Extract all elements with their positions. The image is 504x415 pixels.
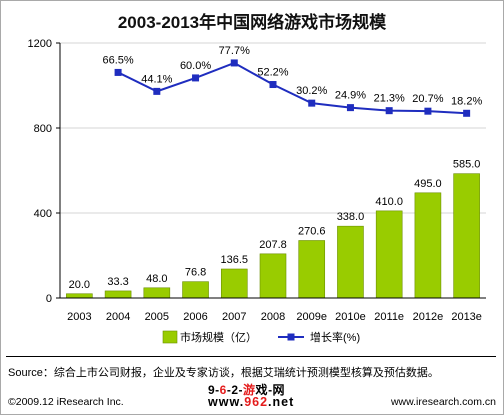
x-tick-label: 2005 [145, 311, 169, 323]
x-tick-label: 2003 [67, 311, 91, 323]
growth-marker [346, 104, 354, 112]
bar-value-label: 410.0 [375, 196, 403, 208]
x-tick-label: 2009e [296, 311, 327, 323]
bar-value-label: 48.0 [146, 273, 167, 285]
footer: ©2009.12 iResearch Inc. 9-6-2-游戏-网 www.9… [0, 383, 504, 414]
bar-value-label: 495.0 [414, 178, 442, 190]
bar-value-label: 207.8 [259, 239, 287, 251]
growth-value-label: 44.1% [141, 73, 172, 85]
watermark-logo: 9-6-2-游戏-网 [208, 383, 286, 397]
bar-value-label: 76.8 [185, 267, 206, 279]
chart-title: 2003-2013年中国网络游戏市场规模 [117, 13, 387, 32]
bar-value-label: 585.0 [453, 159, 481, 171]
growth-marker [153, 87, 161, 95]
bar-value-label: 33.3 [107, 276, 128, 288]
x-tick-label: 2010e [335, 311, 366, 323]
growth-value-label: 24.9% [335, 90, 366, 102]
bar [220, 268, 248, 299]
growth-marker [463, 109, 471, 117]
combo-chart: 20.0 33.3 48.0 76.8 136.5 207.8 270.6 338.0 410.… [28, 38, 486, 344]
growth-line [117, 61, 467, 115]
growth-marker [230, 59, 238, 67]
copyright-text: ©2009.12 iResearch Inc. [8, 396, 124, 408]
growth-marker [385, 107, 393, 115]
legend-bar-label: 市场规模（亿） [180, 330, 257, 344]
growth-marker [269, 81, 277, 89]
source-note: Source：综合上市公司财报，企业及专家访谈，根据艾瑞统计预测模型核算及预估数… [8, 367, 439, 379]
bar [104, 290, 132, 299]
bar [143, 287, 171, 299]
bar [453, 173, 480, 299]
y-tick-label: 400 [34, 208, 52, 220]
growth-marker [424, 107, 432, 115]
bar-value-label: 338.0 [337, 211, 365, 223]
bar-value-label: 20.0 [69, 279, 90, 291]
growth-value-label: 77.7% [219, 45, 250, 57]
x-tick-label: 2012e [413, 311, 444, 323]
growth-marker [308, 99, 316, 107]
bar-value-label: 270.6 [298, 225, 326, 237]
x-tick-label: 2011e [374, 311, 404, 323]
growth-marker [192, 74, 200, 82]
bar [375, 210, 403, 299]
growth-value-label: 30.2% [296, 85, 327, 97]
growth-value-label: 60.0% [180, 60, 211, 72]
bar [298, 240, 326, 299]
y-tick-label: 1200 [28, 38, 52, 50]
x-tick-label: 2007 [222, 311, 246, 323]
watermark-url: www.962.net [208, 395, 295, 409]
legend-bar-swatch [162, 330, 178, 344]
bar [66, 293, 93, 299]
growth-value-label: 20.7% [412, 93, 443, 105]
growth-value-label: 66.5% [102, 54, 133, 66]
x-tick-label: 2013e [451, 311, 482, 323]
site-url[interactable]: www.iresearch.com.cn [390, 396, 496, 408]
growth-marker [114, 68, 122, 76]
bar [259, 253, 287, 299]
bar [337, 225, 364, 299]
bar [414, 192, 442, 299]
source-divider [6, 356, 496, 357]
y-tick-label: 800 [34, 123, 52, 135]
x-tick-label: 2004 [106, 311, 130, 323]
x-tick-label: 2006 [183, 311, 207, 323]
growth-value-label: 52.2% [257, 67, 288, 79]
x-tick-label: 2008 [261, 311, 285, 323]
bar-value-label: 136.5 [221, 254, 249, 266]
y-tick-label: 0 [46, 293, 52, 305]
legend-line-label: 增长率(%) [310, 330, 360, 344]
growth-value-label: 18.2% [451, 95, 482, 107]
bar [182, 281, 209, 299]
growth-value-label: 21.3% [374, 93, 405, 105]
legend-line-marker [287, 333, 295, 341]
